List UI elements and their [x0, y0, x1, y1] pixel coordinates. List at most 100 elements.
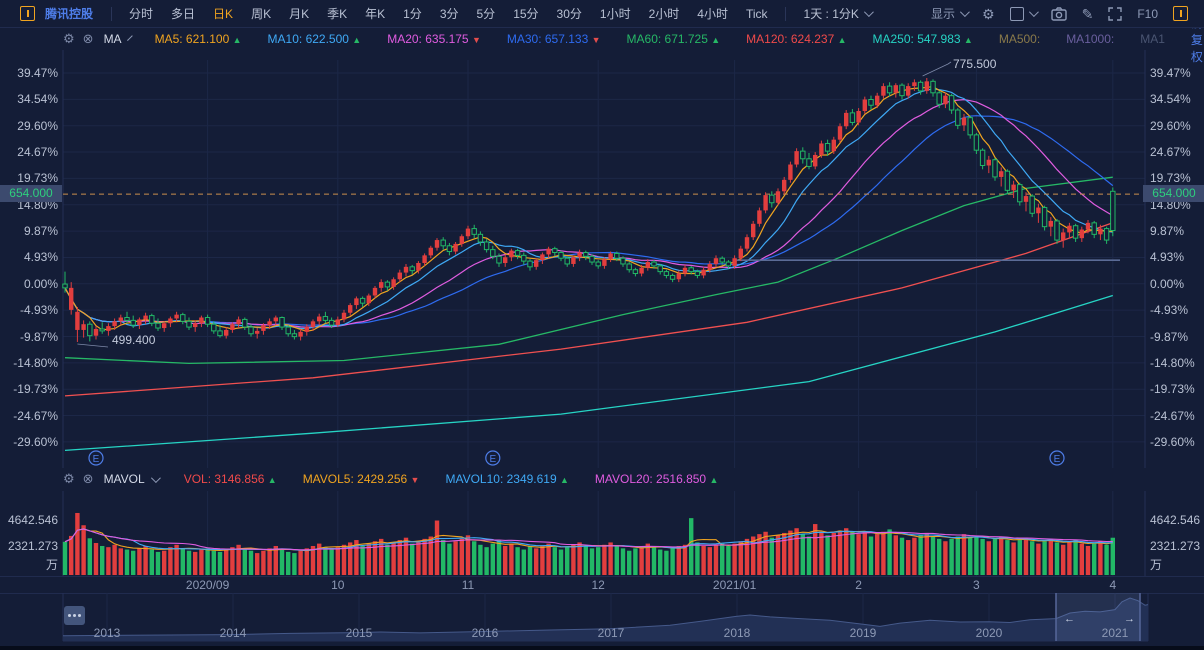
fullscreen-expand-icon[interactable] — [1108, 6, 1123, 21]
volume-bar — [490, 543, 495, 575]
draw-pencil-icon[interactable]: ✎ — [1081, 5, 1094, 22]
volume-bar — [304, 548, 309, 575]
volume-bar — [81, 525, 86, 575]
volume-bar — [441, 540, 446, 575]
indicator-close-icon[interactable]: ⊗ — [82, 31, 94, 46]
volume-bar — [602, 544, 607, 575]
volume-chart[interactable] — [0, 491, 1204, 576]
candle — [719, 257, 725, 263]
period-tab-1分[interactable]: 1分 — [403, 7, 422, 21]
candle — [143, 315, 148, 320]
navigator-selection[interactable] — [1056, 593, 1140, 641]
price-tick: 29.60% — [1150, 118, 1191, 133]
candle — [1054, 220, 1060, 241]
chart-style-dropdown[interactable] — [1009, 6, 1039, 21]
period-tab-30分[interactable]: 30分 — [556, 7, 582, 21]
single-chart-icon[interactable] — [1173, 6, 1188, 21]
selection-right-arrow-icon[interactable]: → — [1124, 613, 1135, 625]
period-tab-分时[interactable]: 分时 — [129, 7, 154, 21]
custom-period-label: 1天 : 1分K — [803, 7, 859, 21]
volume-bar — [292, 553, 297, 575]
period-tab-季K[interactable]: 季K — [327, 7, 348, 21]
chevron-down-icon — [863, 7, 874, 18]
indicator-name[interactable]: MAVOL — [103, 472, 145, 486]
candle — [230, 324, 235, 330]
navigator-more-button[interactable] — [64, 606, 85, 625]
candle — [310, 321, 316, 328]
timeline-navigator[interactable]: ← → — [0, 593, 1204, 646]
candle — [279, 317, 285, 328]
volume-bar — [899, 537, 905, 575]
volume-bar — [868, 536, 874, 575]
candle — [137, 319, 142, 326]
candle — [669, 274, 676, 280]
time-axis-label: 4 — [1109, 578, 1117, 592]
price-tick: -4.93% — [19, 303, 58, 318]
price-tick: -9.87% — [19, 329, 58, 344]
price-tick: 24.67% — [17, 145, 58, 160]
volume-bar — [664, 550, 669, 575]
volume-bar — [149, 549, 154, 575]
candle — [322, 316, 329, 321]
volume-bar — [850, 531, 855, 575]
volume-bar — [379, 538, 384, 575]
legend-item-dim: MA500: — [998, 32, 1041, 46]
period-tab-年K[interactable]: 年K — [365, 7, 386, 21]
volume-bar — [534, 548, 539, 575]
period-tab-月K[interactable]: 月K — [289, 7, 310, 21]
candle — [757, 210, 762, 224]
candle — [69, 287, 74, 310]
volume-bar — [645, 543, 650, 575]
candle — [317, 316, 322, 322]
display-dropdown[interactable]: 显示 — [931, 5, 970, 22]
volume-bar — [627, 550, 632, 575]
volume-bar — [806, 536, 812, 575]
volume-bar — [372, 541, 378, 575]
period-tab-2小时[interactable]: 2小时 — [648, 7, 680, 21]
period-tab-日K[interactable]: 日K — [213, 7, 234, 21]
period-tab-1小时[interactable]: 1小时 — [599, 7, 631, 21]
volume-bar — [695, 542, 700, 575]
volume-bar — [608, 542, 613, 575]
volume-bar — [676, 545, 681, 575]
volume-bar — [298, 550, 303, 575]
low-price-annotation: 499.400 — [112, 333, 156, 347]
period-tab-15分[interactable]: 15分 — [513, 7, 539, 21]
settings-gear-icon[interactable]: ⚙ — [982, 5, 995, 22]
indicator-settings-icon[interactable]: ⚙ — [63, 31, 75, 46]
candle — [224, 329, 229, 336]
period-tab-3分[interactable]: 3分 — [439, 7, 459, 21]
reset-zoom-icon[interactable]: ↺ — [1203, 31, 1204, 48]
screenshot-camera-icon[interactable] — [1050, 6, 1067, 21]
selection-left-arrow-icon[interactable]: ← — [1064, 613, 1075, 625]
candle — [967, 117, 973, 136]
candle — [688, 267, 694, 273]
volume-bar — [974, 536, 979, 575]
period-tab-多日[interactable]: 多日 — [171, 7, 196, 21]
period-tab-Tick[interactable]: Tick — [745, 6, 768, 21]
volume-bar — [509, 543, 514, 575]
period-tab-周K[interactable]: 周K — [251, 7, 272, 21]
chart-layout-icon[interactable] — [20, 6, 35, 21]
symbol-name[interactable]: 腾讯控股 — [45, 7, 94, 21]
top-toolbar: 腾讯控股 分时 多日 日K 周K 月K 季K 年K 1分 3分 5分 15分 30分 1小时 2小时 4小时… — [0, 0, 1204, 28]
candle — [837, 126, 843, 140]
ma60-line — [64, 176, 1113, 365]
custom-period-dropdown[interactable]: 1天 : 1分K — [803, 5, 874, 22]
period-tab-5分[interactable]: 5分 — [476, 7, 496, 21]
candle — [527, 260, 533, 268]
volume-bar — [317, 543, 322, 575]
f10-button[interactable]: F10 — [1137, 6, 1158, 21]
indicator-name[interactable]: MA — [103, 32, 122, 46]
volume-bar — [670, 548, 675, 575]
price-tick: -29.60% — [13, 434, 58, 449]
indicator-settings-icon[interactable]: ⚙ — [63, 471, 75, 486]
volume-bar — [75, 512, 80, 575]
volume-bar — [1036, 543, 1041, 575]
period-tab-4小时[interactable]: 4小时 — [697, 7, 728, 21]
candle — [112, 321, 117, 327]
indicator-close-icon[interactable]: ⊗ — [82, 471, 94, 486]
volume-bar — [620, 548, 626, 575]
